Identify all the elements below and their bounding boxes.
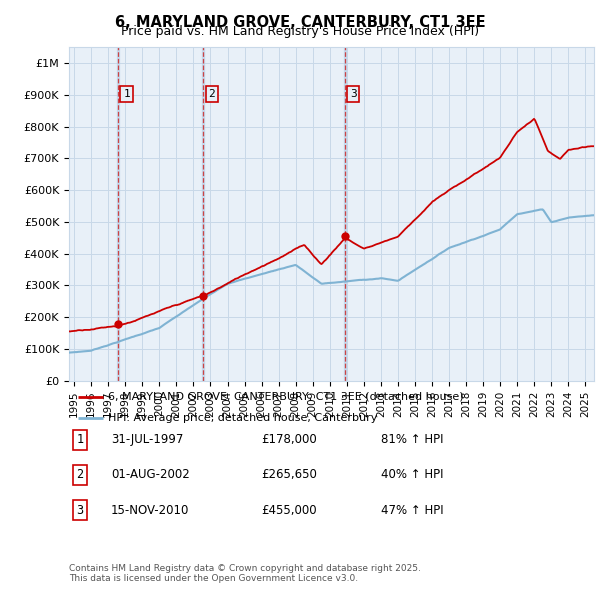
Text: Price paid vs. HM Land Registry's House Price Index (HPI): Price paid vs. HM Land Registry's House … bbox=[121, 25, 479, 38]
Text: £178,000: £178,000 bbox=[261, 433, 317, 446]
Text: 40% ↑ HPI: 40% ↑ HPI bbox=[381, 468, 443, 481]
Text: 01-AUG-2002: 01-AUG-2002 bbox=[111, 468, 190, 481]
Text: £265,650: £265,650 bbox=[261, 468, 317, 481]
Text: 15-NOV-2010: 15-NOV-2010 bbox=[111, 504, 190, 517]
Text: HPI: Average price, detached house, Canterbury: HPI: Average price, detached house, Cant… bbox=[109, 412, 378, 422]
Text: Contains HM Land Registry data © Crown copyright and database right 2025.
This d: Contains HM Land Registry data © Crown c… bbox=[69, 563, 421, 583]
Bar bbox=[117, 47, 119, 381]
Text: 3: 3 bbox=[350, 89, 356, 99]
Text: 47% ↑ HPI: 47% ↑ HPI bbox=[381, 504, 443, 517]
Text: 3: 3 bbox=[76, 504, 83, 517]
Text: 81% ↑ HPI: 81% ↑ HPI bbox=[381, 433, 443, 446]
Bar bbox=[202, 47, 204, 381]
Text: 2: 2 bbox=[208, 89, 215, 99]
Text: 1: 1 bbox=[123, 89, 130, 99]
Text: 31-JUL-1997: 31-JUL-1997 bbox=[111, 433, 184, 446]
Text: 1: 1 bbox=[76, 433, 83, 446]
Text: £455,000: £455,000 bbox=[261, 504, 317, 517]
Bar bbox=[344, 47, 346, 381]
Text: 2: 2 bbox=[76, 468, 83, 481]
Text: 6, MARYLAND GROVE, CANTERBURY, CT1 3EE (detached house): 6, MARYLAND GROVE, CANTERBURY, CT1 3EE (… bbox=[109, 392, 464, 402]
Text: 6, MARYLAND GROVE, CANTERBURY, CT1 3EE: 6, MARYLAND GROVE, CANTERBURY, CT1 3EE bbox=[115, 15, 485, 30]
